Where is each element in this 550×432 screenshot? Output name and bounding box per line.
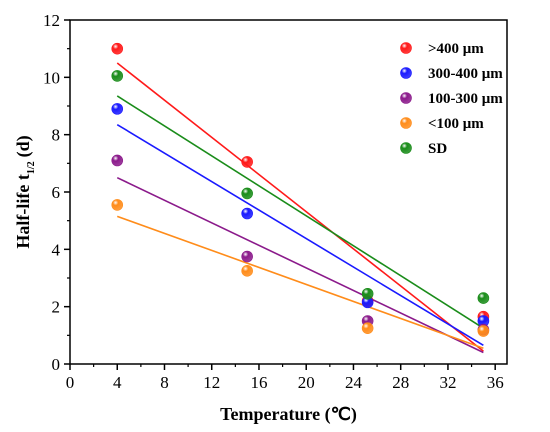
data-point — [111, 199, 124, 211]
data-point — [241, 250, 253, 263]
legend-marker — [400, 117, 412, 129]
legend-label: >400 μm — [428, 41, 484, 57]
x-axis-title: Temperature (℃) — [220, 404, 357, 425]
y-tick-label: 10 — [43, 68, 60, 87]
fit-line — [116, 95, 484, 329]
x-tick-label: 4 — [113, 373, 122, 392]
x-tick-label: 20 — [298, 373, 315, 392]
y-axis-title-text: Half-life t1/2 (d) — [13, 135, 37, 248]
y-axis-title-unit: (d) — [13, 135, 34, 157]
legend-marker — [400, 42, 412, 54]
data-point — [361, 287, 374, 300]
x-tick-label: 0 — [66, 373, 75, 392]
y-tick-label: 8 — [52, 126, 61, 145]
fit-line — [116, 123, 484, 347]
x-tick-label: 36 — [487, 373, 504, 392]
data-point — [477, 325, 490, 337]
y-tick-label: 6 — [52, 183, 61, 202]
x-tick-label: 28 — [392, 373, 409, 392]
data-point — [361, 322, 374, 334]
y-axis-title: Half-life t1/2 (d) — [13, 135, 37, 248]
legend-label: 100-300 μm — [428, 91, 503, 107]
legend: >400 μm 300-400 μm 100-300 μm <100 μm SD — [400, 41, 503, 157]
y-axis-title-subscript: 1/2 — [26, 161, 37, 174]
data-points — [111, 42, 490, 337]
fit-line — [116, 215, 484, 349]
x-tick-label: 24 — [345, 373, 363, 392]
data-point — [111, 70, 124, 82]
y-tick-label: 2 — [52, 298, 61, 317]
data-point — [111, 42, 124, 55]
data-point — [477, 292, 490, 304]
data-point — [241, 207, 253, 220]
x-tick-label: 12 — [203, 373, 220, 392]
fit-line — [116, 176, 484, 354]
x-tick-label: 32 — [439, 373, 456, 392]
legend-label: 300-400 μm — [428, 66, 503, 82]
legend-marker — [400, 67, 412, 79]
data-point — [241, 156, 253, 168]
fit-line — [116, 62, 484, 352]
x-tick-label: 8 — [160, 373, 169, 392]
legend-marker — [400, 92, 412, 104]
y-tick-label: 0 — [52, 355, 61, 374]
axis-titles: Temperature (℃) Half-life t1/2 (d) — [13, 135, 357, 425]
data-point — [241, 187, 253, 200]
y-tick-label: 12 — [43, 11, 60, 30]
legend-marker — [400, 142, 412, 154]
legend-label: SD — [428, 141, 447, 157]
fit-lines — [116, 62, 484, 354]
y-axis-title-main: Half-life t — [13, 174, 33, 248]
legend-label: <100 μm — [428, 116, 484, 132]
y-tick-label: 4 — [52, 240, 61, 259]
data-point — [111, 154, 124, 167]
x-tick-label: 16 — [250, 373, 267, 392]
data-point — [111, 103, 124, 115]
data-point — [241, 265, 253, 277]
